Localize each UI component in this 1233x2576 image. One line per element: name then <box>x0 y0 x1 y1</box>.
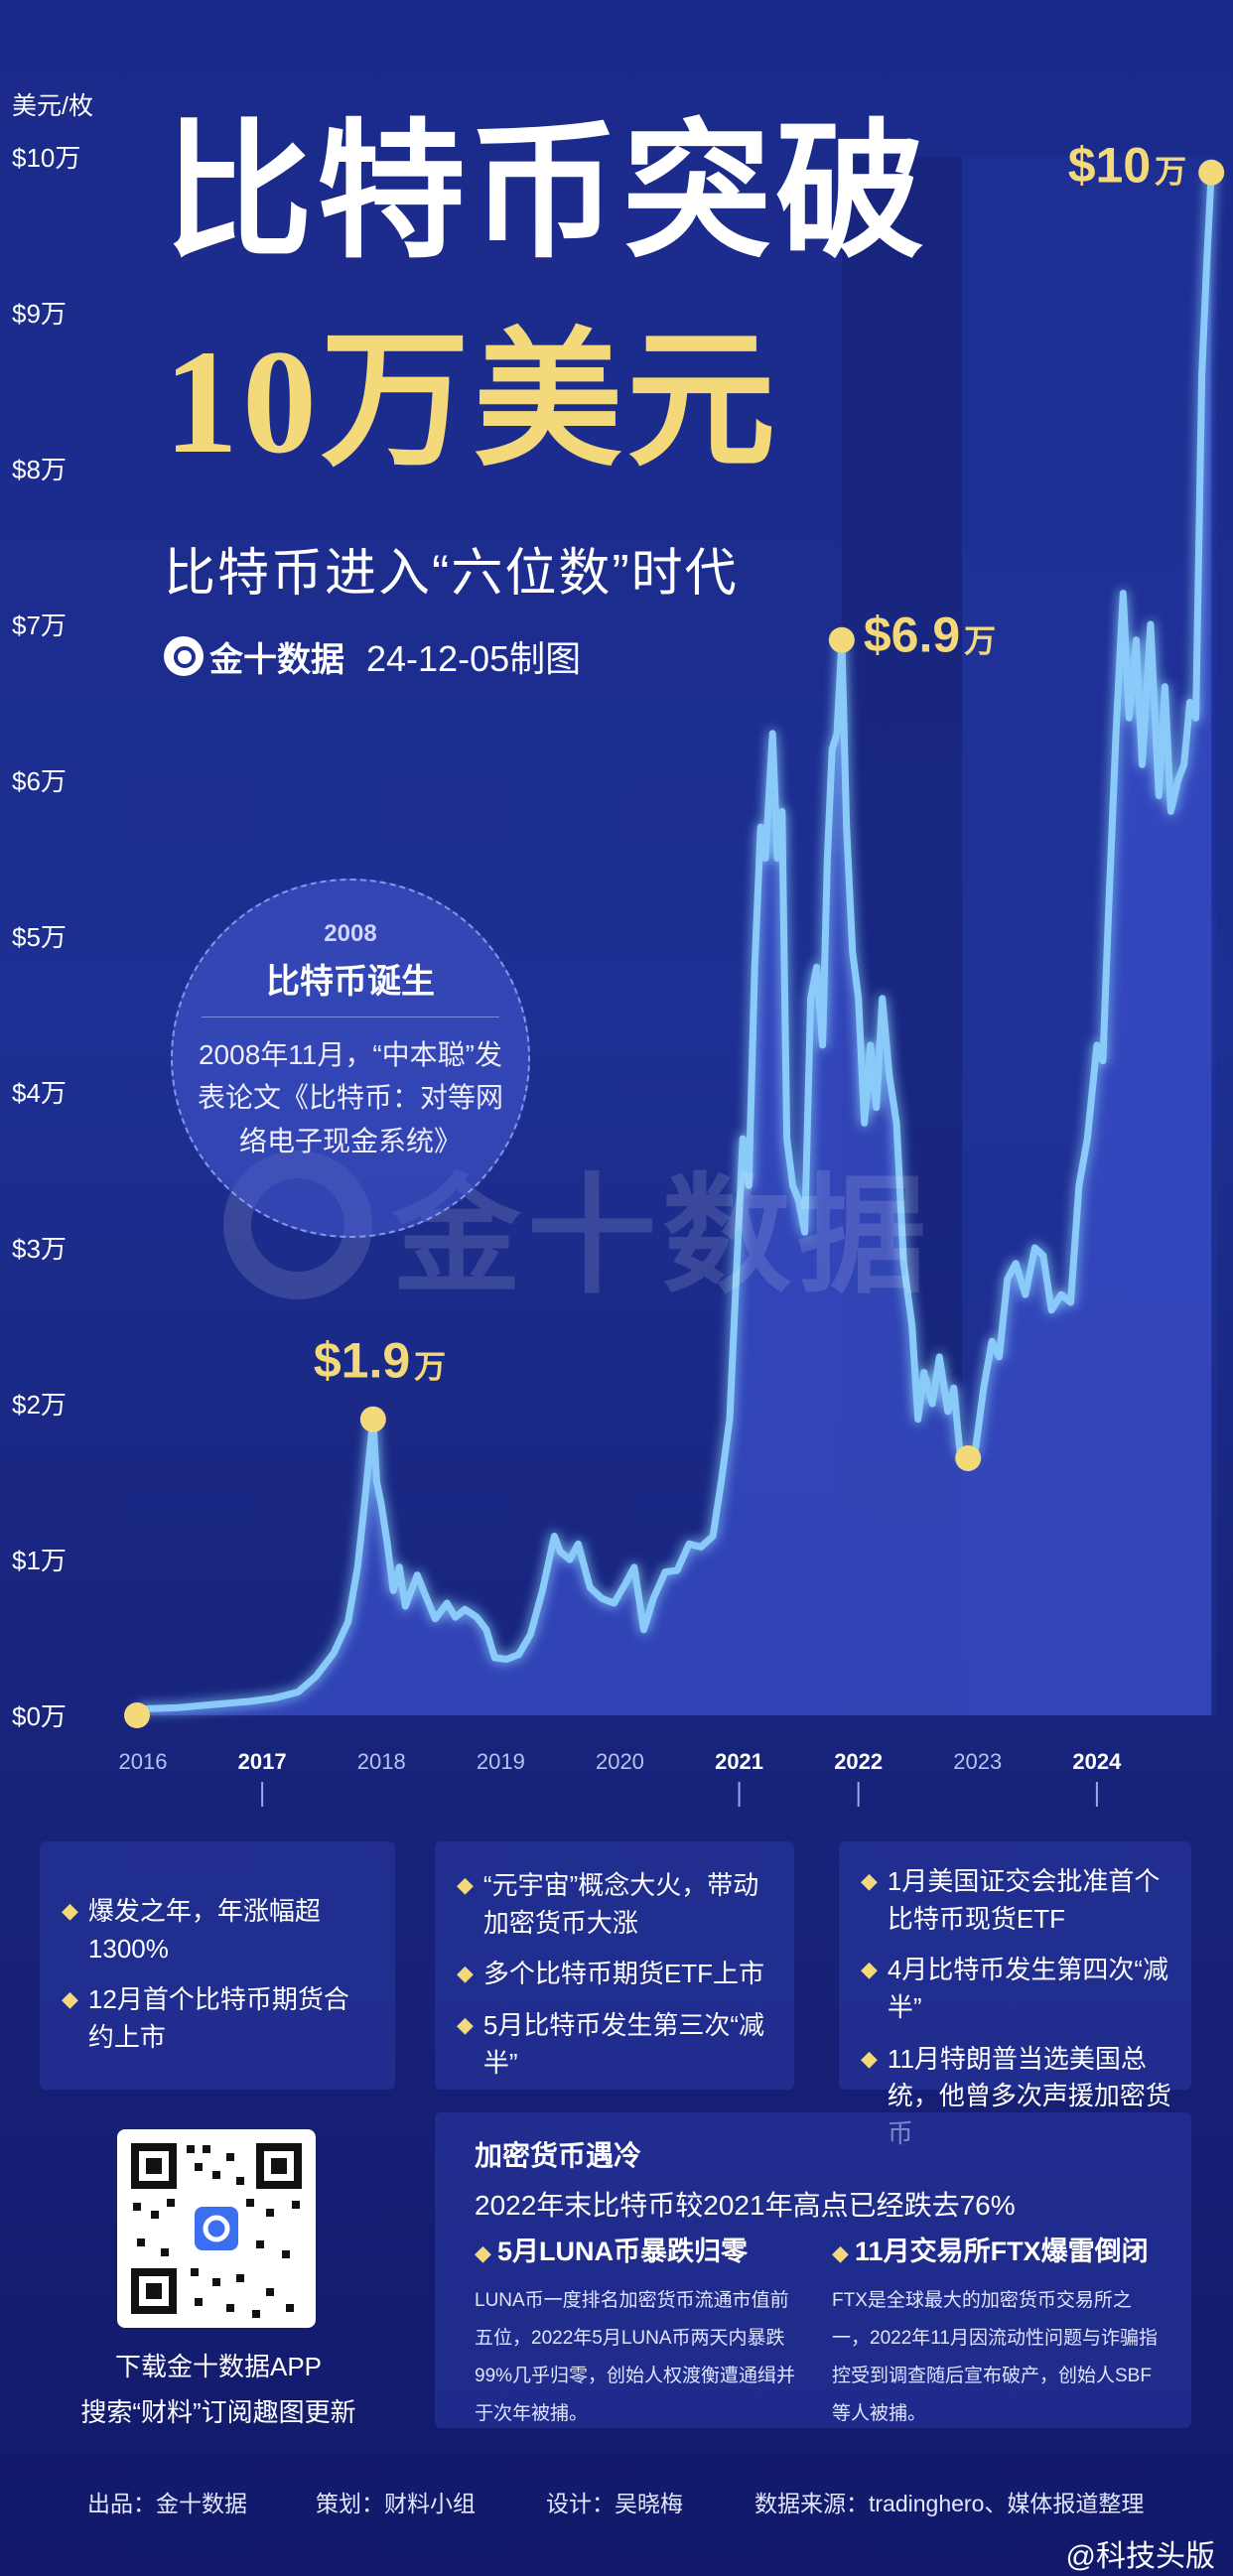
price-chart: 美元/枚 $0万 $1万 $2万 $3万 $4万 $5万 $6万 $7万 $8万 $9万 $10万 2… <box>12 92 1225 1807</box>
qr-caption: 下载金十数据APP 搜索“财料”订阅趣图更新 <box>40 2345 397 2435</box>
highlight-dot <box>1198 159 1225 186</box>
y-tick-label: $4万 <box>12 1078 67 1108</box>
highlight-dot <box>955 1444 982 1471</box>
credit-producer: 出品：金十数据 <box>87 2491 247 2516</box>
luna-column: ◆ 5月LUNA币暴跌归零 LUNA币一度排名加密货币流通市值前五位，2022年… <box>475 2230 802 2433</box>
event-box-2024: ◆ 1月美国证交会批准首个比特币现货ETF ◆ 4月比特币发生第四次“减半” ◆ 11… <box>839 1841 1191 2148</box>
credit-planner: 策划：财料小组 <box>316 2491 476 2516</box>
y-tick-label: $0万 <box>12 1701 67 1731</box>
qr-caption-line1: 下载金十数据APP <box>114 2352 323 2381</box>
luna-body: LUNA币一度排名加密货币流通市值前五位，2022年5月LUNA币两天内暴跌99… <box>475 2290 796 2424</box>
list-item: ◆ 多个比特币期货ETF上市 <box>457 1956 772 1993</box>
chart-date: 24-12-05制图 <box>366 638 582 679</box>
x-tick-label: 2019 <box>477 1749 525 1774</box>
callout-heading: 比特币诞生 <box>266 963 435 1001</box>
list-item: ◆ 爆发之年，年涨幅超1300% <box>62 1893 373 1967</box>
brand-row: 金十数据 24-12-05制图 <box>164 630 581 682</box>
luna-heading: ◆ 5月LUNA币暴跌归零 <box>475 2237 749 2266</box>
price-area <box>137 172 1212 1716</box>
bullet-icon: ◆ <box>861 1868 878 1893</box>
list-item: ◆ 12月首个比特币期货合约上市 <box>62 1981 373 2056</box>
bullet-icon: ◆ <box>457 1872 474 1897</box>
price-line <box>136 172 1215 1713</box>
bullet-icon: ◆ <box>457 2012 474 2038</box>
qr-pattern-icon <box>131 2143 302 2318</box>
crash-title: 加密货币遇冷 <box>475 2140 642 2171</box>
callout-year: 2008 <box>324 920 377 947</box>
price-annotation-unit: 万 <box>1155 154 1186 190</box>
event-box-2017: ◆ 爆发之年，年涨幅超1300% ◆ 12月首个比特币期货合约上市 <box>40 1841 395 2090</box>
bullet-icon: ◆ <box>457 1961 474 1986</box>
y-tick-label: $8万 <box>12 455 67 484</box>
ftx-body: FTX是全球最大的加密货币交易所之一，2022年11月因流动性问题与诈骗指控受到… <box>832 2290 1158 2424</box>
weibo-handle: @科技头版 <box>1065 2540 1215 2573</box>
y-tick-label: $1万 <box>12 1546 67 1575</box>
bullet-icon: ◆ <box>62 1986 78 2012</box>
brand-logo: 金十数据 <box>164 632 344 681</box>
x-tick-label: 2023 <box>953 1749 1002 1774</box>
credit-designer: 设计：吴晓梅 <box>546 2491 683 2516</box>
watermark: 金十数据 <box>223 1132 932 1318</box>
x-tick-label: 2016 <box>119 1749 168 1774</box>
credits-footer: 出品：金十数据 策划：财料小组 设计：吴晓梅 数据来源：tradinghero、… <box>87 2485 1144 2518</box>
x-tick-label: 2022 <box>834 1749 883 1774</box>
y-tick-label: $7万 <box>12 610 67 640</box>
list-item: ◆ 5月比特币发生第三次“减半” <box>457 2007 772 2082</box>
x-tick-label: 2018 <box>357 1749 406 1774</box>
crash-subtitle: 2022年末比特币较2021年高点已经跌去76% <box>475 2190 1016 2221</box>
price-annotation-unit: 万 <box>414 1349 446 1385</box>
bullet-icon: ◆ <box>861 1957 878 1982</box>
bullet-icon: ◆ <box>475 2240 498 2265</box>
x-tick-label: 2024 <box>1072 1749 1122 1774</box>
price-annotation: $10 万 <box>1068 138 1186 194</box>
y-tick-label: $3万 <box>12 1234 67 1264</box>
bitcoin-birth-callout: 2008 比特币诞生 2008年11月，“中本聪”发表论文《比特币：对等网络电子… <box>171 879 530 1238</box>
bullet-icon: ◆ <box>832 2240 856 2265</box>
watermark-text: 金十数据 <box>392 1163 933 1308</box>
list-item: ◆ 4月比特币发生第四次“减半” <box>861 1952 1171 2026</box>
brand-name: 金十数据 <box>209 640 344 679</box>
list-item: ◆ 1月美国证交会批准首个比特币现货ETF <box>861 1863 1171 1938</box>
y-tick-label: $9万 <box>12 299 67 329</box>
ftx-column: ◆ 11月交易所FTX爆雷倒闭 FTX是全球最大的加密货币交易所之一，2022年… <box>832 2230 1160 2433</box>
ftx-heading: ◆ 11月交易所FTX爆雷倒闭 <box>832 2237 1149 2266</box>
list-item: ◆ “元宇宙”概念大火，带动加密货币大涨 <box>457 1867 772 1942</box>
highlight-dot <box>359 1406 386 1432</box>
callout-body: 2008年11月，“中本聪”发表论文《比特币：对等网络电子现金系统》 <box>197 1039 503 1156</box>
qr-code[interactable] <box>117 2129 316 2328</box>
y-axis-title: 美元/枚 <box>12 92 93 120</box>
jin10-logo-icon <box>164 636 204 676</box>
x-tick-label: 2021 <box>715 1749 763 1774</box>
event-box-2022: 加密货币遇冷 2022年末比特币较2021年高点已经跌去76% ◆ 5月LUNA… <box>435 2112 1191 2428</box>
highlight-dot <box>828 626 855 653</box>
bullet-icon: ◆ <box>861 2045 878 2071</box>
qr-caption-line2: 搜索“财料”订阅趣图更新 <box>80 2396 356 2427</box>
x-tick-label: 2017 <box>238 1749 287 1774</box>
y-tick-label: $2万 <box>12 1390 67 1420</box>
highlight-dot <box>124 1702 151 1728</box>
y-tick-label: $10万 <box>12 143 80 173</box>
bullet-icon: ◆ <box>62 1898 78 1923</box>
price-annotation-unit: 万 <box>964 623 996 659</box>
page-title-line1: 比特币突破 <box>164 111 929 276</box>
y-tick-label: $6万 <box>12 766 67 796</box>
x-tick-label: 2020 <box>596 1749 644 1774</box>
price-annotation: $1.9 万 <box>314 1333 446 1389</box>
event-box-2021: ◆ “元宇宙”概念大火，带动加密货币大涨 ◆ 多个比特币期货ETF上市 ◆ 5月比特币… <box>435 1841 794 2090</box>
page-title-line2: 10万美元 <box>164 320 780 484</box>
credit-source: 数据来源：tradinghero、媒体报道整理 <box>754 2491 1145 2516</box>
y-tick-label: $5万 <box>12 922 67 952</box>
page-subtitle: 比特币进入“六位数”时代 <box>164 545 739 603</box>
